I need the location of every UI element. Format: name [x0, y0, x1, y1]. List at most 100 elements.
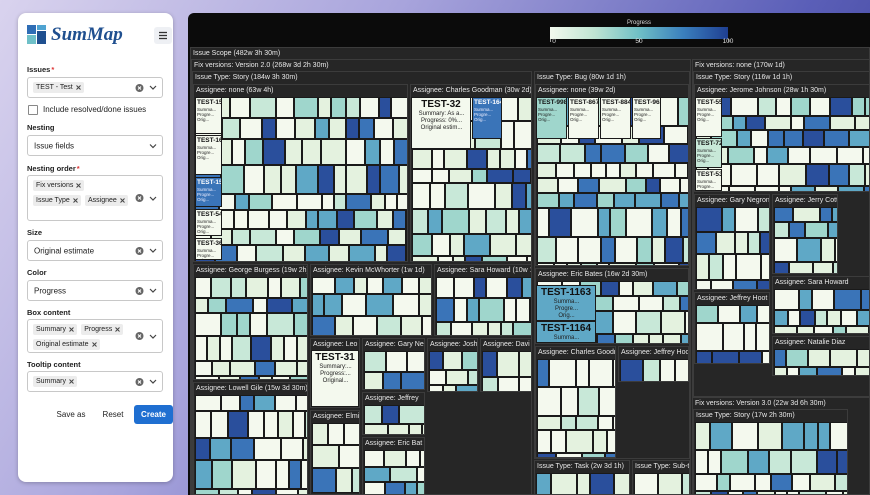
issue-tile	[767, 147, 788, 164]
tile-line: Progre...	[197, 253, 215, 258]
chip[interactable]: Fix versions	[33, 180, 85, 191]
issue-tile	[293, 411, 305, 438]
issue-tile	[406, 245, 407, 261]
issue-tile	[501, 322, 513, 335]
group-label: Issue Type: Story (116w 1d 1h)	[696, 74, 793, 81]
box-content-select[interactable]: Summary Progress Original estimate	[27, 319, 163, 353]
issue-tile	[824, 130, 849, 147]
issue-tile	[537, 237, 556, 263]
group-label: Assignee: none (63w 4h)	[196, 87, 274, 94]
issue-tile	[599, 387, 615, 416]
issue-tile	[758, 422, 782, 450]
issue-tile	[736, 254, 761, 280]
group: Assignee: Charles Goodman	[535, 346, 616, 458]
issue-tile	[757, 164, 779, 186]
tile-key: TEST-726	[697, 140, 721, 147]
issue-tile	[821, 238, 835, 262]
issue-tile	[680, 296, 688, 311]
issue-tile	[367, 277, 383, 294]
tile-key: TEST-32	[421, 99, 461, 110]
issue-tile	[810, 97, 830, 116]
issue-tile	[219, 376, 240, 379]
issue-tile	[841, 310, 857, 326]
issues-select[interactable]: TEST - Test	[27, 77, 163, 98]
chip[interactable]: Original estimate	[33, 339, 100, 350]
issue-tile	[814, 326, 833, 333]
issue-tile	[366, 294, 393, 316]
tooltip-content-select[interactable]: Summary	[27, 371, 163, 392]
chip[interactable]: Summary	[33, 324, 77, 335]
issue-tile	[578, 387, 599, 416]
checkbox[interactable]	[28, 105, 38, 115]
issue-tile	[237, 245, 256, 261]
issue-tile	[731, 97, 758, 116]
chip[interactable]: TEST - Test	[33, 82, 84, 93]
issue-tile	[487, 169, 513, 183]
tile-key: TEST-884	[602, 99, 631, 106]
issue-tile	[393, 294, 419, 316]
nesting-order-select[interactable]: Fix versions Issue Type Assignee	[27, 175, 163, 221]
issue-tile	[526, 183, 531, 209]
issue-tile	[232, 229, 250, 245]
issue-tile	[281, 165, 296, 194]
issue-tile	[255, 361, 275, 376]
tile-line: Progress:...	[320, 371, 351, 377]
size-select[interactable]: Original estimate	[27, 240, 163, 261]
nesting-select[interactable]: Issue fields	[27, 135, 163, 156]
issue-tile	[337, 210, 354, 229]
tile-key: TEST-1164	[540, 323, 592, 334]
issue-tile	[331, 97, 346, 118]
issue-tile	[250, 313, 267, 336]
issue-tile	[797, 238, 821, 262]
group-label: Assignee: Charles Goodman	[538, 349, 615, 356]
issue-tile	[391, 97, 407, 118]
issue-tile	[278, 411, 293, 438]
issue-tile	[784, 130, 803, 147]
issue-tile	[221, 395, 240, 411]
save-as-button[interactable]: Save as	[56, 410, 86, 419]
issue-tile	[312, 445, 339, 468]
group-label: Assignee: Jerome Johnson (28w 1h 30m)	[697, 87, 827, 94]
issue-tile	[294, 229, 320, 245]
group: Assignee: Jeffrey	[362, 392, 425, 435]
issue-tile	[507, 277, 522, 298]
issue-tile	[385, 482, 405, 494]
issue-tile	[382, 405, 399, 424]
issue-tile	[757, 305, 769, 323]
issue-tile	[556, 237, 578, 263]
issue-tile	[765, 116, 791, 130]
tile-line: Orig...	[538, 117, 551, 122]
issue-tile	[195, 411, 211, 438]
issue-tile	[519, 351, 531, 377]
issue-tile	[756, 323, 769, 351]
tile-line: Orig...	[570, 117, 583, 122]
issue-tile	[804, 422, 818, 450]
issue-tile	[221, 165, 244, 194]
issue-tile	[537, 178, 558, 193]
issue-tile	[289, 460, 301, 489]
tile-key: TEST-962	[634, 99, 661, 106]
issue-tile	[857, 310, 869, 326]
issue-tile	[760, 232, 769, 254]
issue-tile	[743, 491, 757, 494]
menu-button[interactable]	[154, 27, 172, 44]
chip[interactable]: Assignee	[84, 195, 128, 206]
issue-tile	[486, 277, 507, 298]
issue-tile	[598, 416, 613, 430]
issue-tile	[222, 118, 240, 139]
issue-tile	[318, 165, 334, 194]
create-button[interactable]: Create	[134, 405, 173, 424]
chip[interactable]: Summary	[33, 376, 77, 387]
issue-tile	[782, 422, 804, 450]
issue-tile	[412, 234, 432, 256]
issue-tile	[653, 281, 677, 296]
issue-tile	[561, 416, 576, 430]
color-select[interactable]: Progress	[27, 280, 163, 301]
issue-tile	[346, 97, 360, 118]
issue-tile	[830, 422, 847, 450]
chip[interactable]: Progress	[81, 324, 124, 335]
issue-tile	[429, 351, 443, 370]
chip[interactable]: Issue Type	[33, 195, 81, 206]
issue-tile	[394, 139, 407, 165]
reset-button[interactable]: Reset	[102, 410, 124, 419]
